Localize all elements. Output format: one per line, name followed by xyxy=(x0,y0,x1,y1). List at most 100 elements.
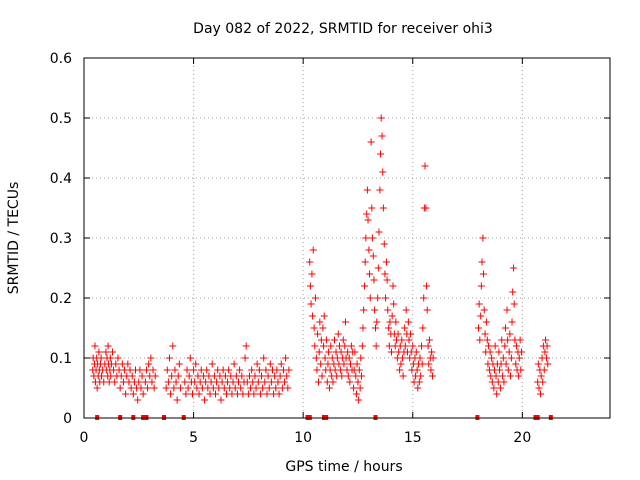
data-point xyxy=(324,360,332,368)
data-point xyxy=(242,342,250,350)
data-point xyxy=(267,378,275,386)
data-point xyxy=(423,306,431,314)
data-point xyxy=(402,306,410,314)
data-points xyxy=(89,114,552,404)
data-point xyxy=(396,366,404,374)
data-point xyxy=(506,330,514,338)
data-point xyxy=(420,294,428,302)
data-point xyxy=(503,306,511,314)
data-point xyxy=(363,186,371,194)
data-point xyxy=(263,390,271,398)
data-point xyxy=(256,390,264,398)
data-point xyxy=(495,348,503,356)
data-point xyxy=(147,354,155,362)
data-point xyxy=(327,342,335,350)
data-point xyxy=(517,366,525,374)
data-point xyxy=(509,288,517,296)
data-point xyxy=(381,270,389,278)
data-point xyxy=(542,354,550,362)
data-point xyxy=(510,264,518,272)
data-point xyxy=(357,354,365,362)
data-point xyxy=(377,114,385,122)
data-point xyxy=(364,216,372,224)
data-point xyxy=(241,354,249,362)
data-point xyxy=(346,378,354,386)
data-point xyxy=(336,366,344,374)
data-point xyxy=(162,384,170,392)
data-point xyxy=(496,384,504,392)
y-tick-label: 0.1 xyxy=(50,351,72,367)
data-point xyxy=(308,270,316,278)
data-point xyxy=(479,234,487,242)
data-point xyxy=(310,324,318,332)
data-point xyxy=(486,348,494,356)
data-point xyxy=(376,186,384,194)
data-point xyxy=(137,384,145,392)
data-point xyxy=(106,354,114,362)
data-point xyxy=(313,366,321,374)
data-point xyxy=(225,366,233,374)
data-point xyxy=(151,372,159,380)
data-point xyxy=(385,342,393,350)
data-point xyxy=(477,312,485,320)
data-point xyxy=(261,378,269,386)
data-point xyxy=(134,396,142,404)
data-point xyxy=(170,384,178,392)
data-point xyxy=(504,366,512,374)
x-tick-label: 10 xyxy=(294,430,312,446)
data-point xyxy=(510,300,518,308)
data-point xyxy=(543,342,551,350)
data-point xyxy=(165,354,173,362)
data-point xyxy=(361,258,369,266)
data-point xyxy=(309,246,317,254)
data-point xyxy=(128,372,136,380)
data-point xyxy=(111,378,119,386)
data-point xyxy=(252,384,260,392)
data-point xyxy=(512,342,520,350)
data-point xyxy=(422,204,430,212)
data-point xyxy=(192,360,200,368)
data-point xyxy=(480,306,488,314)
data-point xyxy=(499,372,507,380)
data-point xyxy=(320,342,328,350)
data-point xyxy=(356,384,364,392)
data-point xyxy=(353,360,361,368)
data-point xyxy=(337,348,345,356)
data-point xyxy=(414,384,422,392)
data-point xyxy=(380,240,388,248)
y-tick-label: 0.6 xyxy=(50,51,72,67)
data-point xyxy=(236,366,244,374)
data-point xyxy=(347,342,355,350)
data-point xyxy=(423,282,431,290)
data-point xyxy=(389,282,397,290)
data-point xyxy=(506,372,514,380)
data-point xyxy=(171,366,179,374)
data-point xyxy=(428,348,436,356)
data-point xyxy=(492,372,500,380)
data-point xyxy=(355,396,363,404)
data-point xyxy=(339,336,347,344)
data-point xyxy=(404,318,412,326)
data-point xyxy=(418,342,426,350)
data-point xyxy=(542,336,550,344)
data-point xyxy=(480,270,488,278)
data-point xyxy=(91,342,99,350)
data-point xyxy=(319,324,327,332)
data-point xyxy=(184,384,192,392)
data-point xyxy=(361,282,369,290)
data-point xyxy=(116,384,124,392)
data-point xyxy=(425,360,433,368)
data-point xyxy=(262,366,270,374)
data-point xyxy=(315,378,323,386)
data-point xyxy=(534,360,542,368)
data-point xyxy=(208,360,216,368)
data-point xyxy=(502,360,510,368)
data-point xyxy=(429,354,437,362)
data-point xyxy=(341,342,349,350)
data-point xyxy=(405,336,413,344)
data-point xyxy=(306,258,314,266)
data-point xyxy=(537,390,545,398)
data-point xyxy=(360,306,368,314)
data-point xyxy=(145,360,153,368)
data-point xyxy=(315,348,323,356)
